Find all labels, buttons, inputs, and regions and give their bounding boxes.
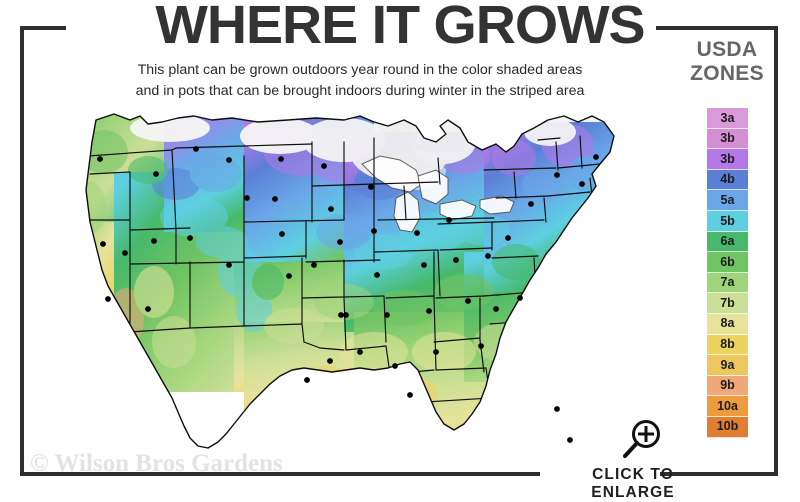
watermark: © Wilson Bros Gardens [30, 450, 283, 477]
magnifier-plus-icon[interactable] [618, 418, 666, 462]
legend-zone-4b-3: 4b [707, 169, 748, 191]
legend-zone-10a-14: 10a [707, 396, 748, 417]
frame-border-top-left [20, 26, 66, 30]
legend-zone-3a-0: 3a [707, 108, 748, 129]
legend-zone-5a-4: 5a [707, 190, 748, 211]
legend-zone-8a-10: 8a [707, 313, 748, 335]
city-markers [97, 146, 599, 443]
legend-zone-3b-2: 3b [707, 149, 748, 170]
legend-heading-line-2: ZONES [690, 62, 764, 85]
legend-zone-5b-5: 5b [707, 210, 748, 232]
map-zone-fill [86, 114, 614, 448]
legend-zone-6a-6: 6a [707, 231, 748, 253]
legend-heading: USDA ZONES [672, 38, 782, 86]
frame-border-left [20, 26, 24, 476]
legend-zone-7a-8: 7a [707, 272, 748, 294]
legend-zone-6b-7: 6b [707, 252, 748, 273]
subtitle-line-2: and in pots that can be brought indoors … [135, 83, 585, 99]
subtitle: This plant can be grown outdoors year ro… [40, 60, 680, 102]
legend-heading-line-1: USDA [696, 38, 758, 61]
usda-zone-map[interactable] [44, 112, 664, 462]
frame-border-bottom-right [660, 472, 778, 476]
legend-zone-3b-1: 3b [707, 128, 748, 150]
frame-border-bottom-left [20, 472, 540, 476]
click-to-enlarge-label[interactable]: CLICK TO ENLARGE [591, 466, 675, 501]
legend-zone-9a-12: 9a [707, 355, 748, 376]
legend-zone-10b-15: 10b [707, 416, 748, 438]
page-title: WHERE IT GROWS [155, 0, 645, 55]
us-outline [85, 113, 615, 449]
frame-border-right [774, 26, 778, 476]
subtitle-line-1: This plant can be grown outdoors year ro… [137, 62, 583, 78]
frame-border-top-right [656, 26, 778, 30]
legend-zone-8b-11: 8b [707, 334, 748, 356]
legend-zone-9b-13: 9b [707, 375, 748, 397]
usda-zone-legend: 3a 3b 3b 4b 5a 5b 6a 6b 7a 7b 8a 8b 9a 9b 10a 10b [707, 108, 748, 438]
legend-zone-7b-9: 7b [707, 293, 748, 314]
